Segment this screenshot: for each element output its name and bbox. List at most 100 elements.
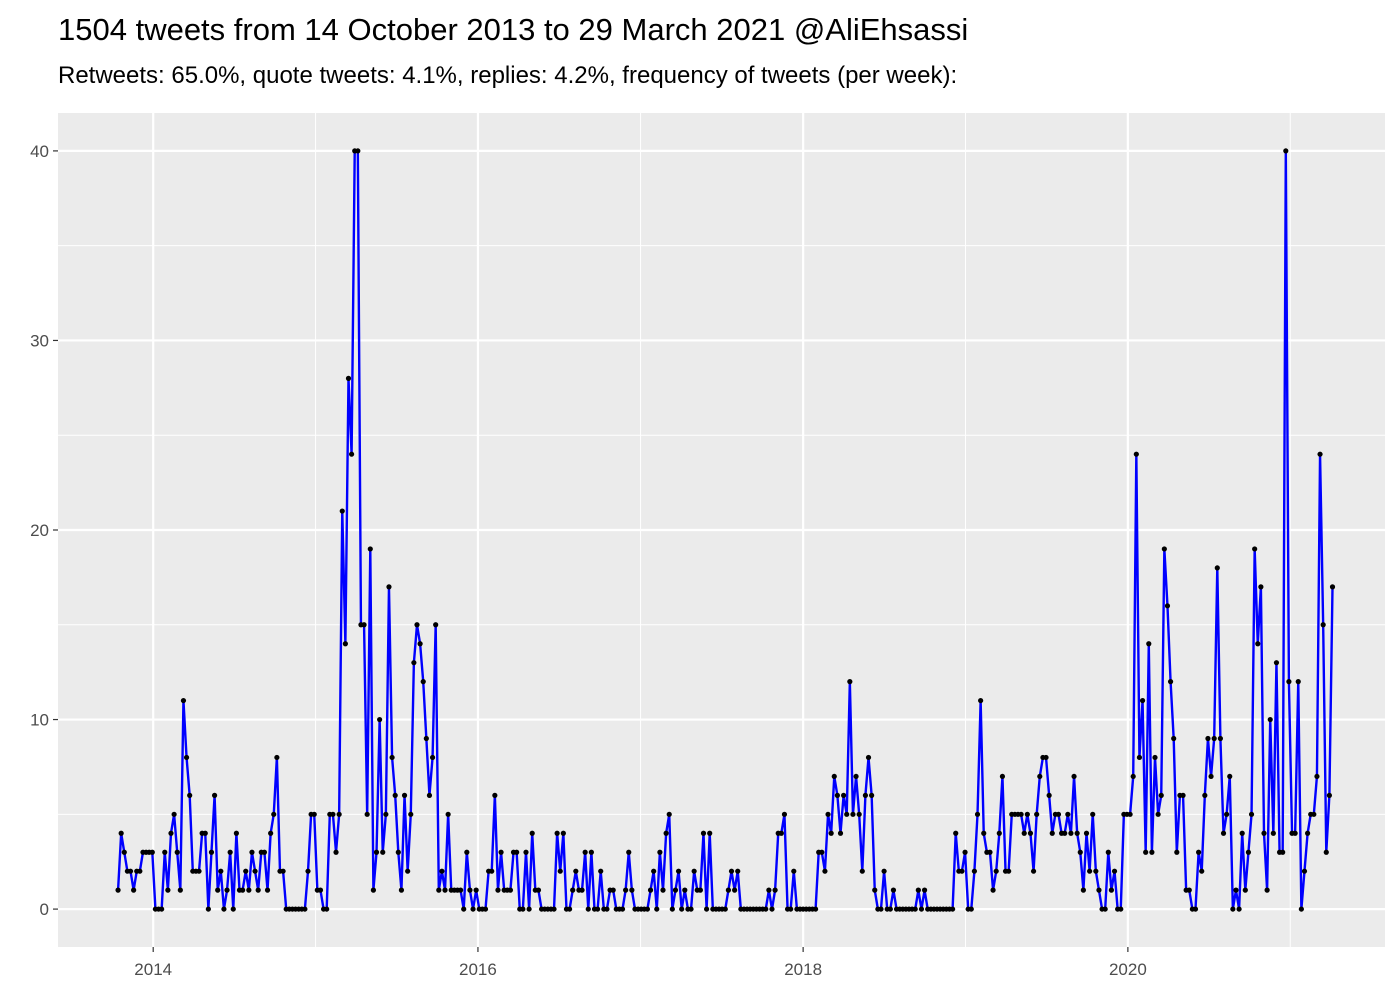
data-point bbox=[959, 868, 965, 874]
data-point bbox=[171, 811, 177, 817]
y-tick-label: 20 bbox=[30, 521, 49, 540]
data-point bbox=[121, 849, 127, 855]
data-point bbox=[377, 716, 383, 723]
data-point bbox=[1143, 849, 1149, 855]
data-point bbox=[1037, 773, 1043, 780]
data-point bbox=[187, 792, 193, 798]
data-point bbox=[675, 868, 682, 874]
data-point bbox=[115, 887, 121, 893]
data-point bbox=[1267, 716, 1273, 723]
data-point bbox=[679, 906, 685, 912]
data-point bbox=[1158, 792, 1164, 798]
data-point bbox=[579, 887, 585, 893]
data-point bbox=[218, 868, 224, 874]
data-point bbox=[974, 811, 981, 817]
data-point bbox=[660, 887, 666, 893]
data-point bbox=[1077, 849, 1083, 855]
data-point bbox=[978, 697, 984, 704]
data-point bbox=[968, 906, 974, 912]
data-point bbox=[1055, 811, 1062, 817]
data-point bbox=[495, 887, 501, 893]
data-point bbox=[1027, 830, 1034, 836]
data-point bbox=[1161, 546, 1167, 552]
data-point bbox=[1242, 887, 1248, 893]
data-point bbox=[1301, 868, 1308, 874]
data-point bbox=[395, 849, 401, 855]
data-point bbox=[364, 811, 370, 817]
data-point bbox=[735, 868, 741, 874]
data-point bbox=[280, 868, 286, 874]
data-point bbox=[1214, 565, 1220, 571]
data-point bbox=[1152, 754, 1158, 761]
data-point bbox=[844, 811, 850, 817]
data-point bbox=[953, 830, 959, 836]
data-point bbox=[850, 811, 856, 817]
data-point bbox=[243, 868, 249, 874]
series-tweets-per-week bbox=[115, 148, 1336, 912]
data-point bbox=[1090, 811, 1096, 817]
data-point bbox=[1199, 868, 1205, 874]
data-point bbox=[682, 887, 688, 893]
data-point bbox=[722, 906, 728, 912]
data-point bbox=[573, 868, 579, 874]
data-point bbox=[507, 887, 514, 893]
data-point bbox=[654, 906, 660, 912]
data-point bbox=[707, 830, 713, 836]
data-point bbox=[1305, 830, 1311, 836]
data-point bbox=[405, 868, 411, 874]
data-point bbox=[168, 830, 174, 836]
data-point bbox=[271, 811, 277, 817]
data-point bbox=[1049, 830, 1055, 836]
y-tick-label: 30 bbox=[30, 331, 49, 350]
x-tick-label: 2016 bbox=[459, 960, 497, 979]
data-point bbox=[554, 830, 560, 836]
data-point bbox=[672, 887, 679, 893]
data-point bbox=[853, 773, 859, 780]
data-point bbox=[526, 906, 532, 912]
data-point bbox=[330, 811, 336, 817]
data-point bbox=[208, 849, 215, 855]
data-point bbox=[162, 849, 168, 855]
data-point bbox=[691, 868, 697, 874]
data-point bbox=[647, 887, 654, 893]
data-point bbox=[1043, 754, 1049, 761]
data-point bbox=[1280, 849, 1286, 855]
data-point bbox=[1087, 868, 1093, 874]
data-point bbox=[1273, 660, 1280, 666]
data-point bbox=[847, 679, 853, 685]
data-point bbox=[1224, 811, 1230, 817]
data-point bbox=[230, 906, 236, 912]
data-point bbox=[918, 906, 925, 912]
data-point bbox=[697, 887, 703, 893]
data-point bbox=[1093, 868, 1099, 874]
data-point bbox=[383, 811, 389, 817]
data-point bbox=[514, 849, 520, 855]
data-point bbox=[1208, 773, 1214, 780]
data-point bbox=[473, 887, 479, 893]
data-point bbox=[367, 546, 373, 552]
data-point bbox=[1133, 451, 1139, 457]
data-point bbox=[1118, 906, 1124, 912]
data-point bbox=[588, 849, 594, 855]
data-point bbox=[361, 622, 367, 628]
data-point bbox=[585, 906, 591, 912]
x-tick-label: 2014 bbox=[134, 960, 172, 979]
data-point bbox=[781, 811, 788, 817]
data-point bbox=[626, 849, 632, 855]
data-point bbox=[1236, 906, 1242, 912]
data-point bbox=[657, 849, 663, 855]
data-point bbox=[1083, 830, 1090, 836]
data-point bbox=[887, 906, 893, 912]
data-point bbox=[411, 660, 417, 666]
data-point bbox=[1196, 849, 1202, 855]
data-point bbox=[305, 868, 311, 874]
data-point bbox=[324, 906, 330, 912]
data-point bbox=[912, 906, 918, 912]
data-point bbox=[570, 887, 576, 893]
data-point bbox=[688, 906, 694, 912]
data-point bbox=[610, 887, 616, 893]
data-point bbox=[401, 792, 408, 798]
data-point bbox=[196, 868, 202, 874]
data-point bbox=[333, 849, 339, 855]
